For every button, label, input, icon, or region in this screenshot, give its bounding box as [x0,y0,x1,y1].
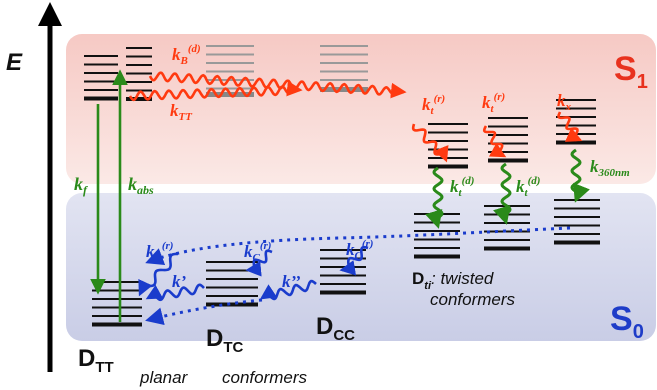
kTT-label: kTT [170,101,193,123]
faded-level-bar [320,87,368,92]
dti-label: Dti: twisted [412,269,494,292]
kC-r-arrow-2 [339,245,369,276]
blue-dotted-return-upper [145,226,571,266]
kt-r-label-2: kt(r) [482,91,505,115]
kB-d-wavy-arrow [148,71,407,99]
conformers-right-label: conformers [430,290,516,309]
k360-label: k360nm [590,157,630,179]
kx-arrow [557,111,583,142]
s0-stack-ti-1 [414,213,460,259]
kTT-wavy-arrow [128,80,303,102]
kC-r-arrow-1 [245,249,273,277]
kC-r-label-2: kC(r) [346,238,373,262]
energy-axis-arrowhead [38,2,62,26]
energy-axis-label: E [6,49,23,76]
kB-d-label: kB(d) [172,43,201,67]
s1-stack-faded-1 [206,45,254,90]
kt-d-label-1: kt(d) [450,175,474,199]
planar-label: planar [139,368,189,387]
kt-r-arrow-2 [482,125,507,158]
s0-stack-ti-2 [484,205,530,251]
kf-label: kf [74,174,88,197]
kdprime-arrow [259,279,317,301]
kC-r-label-1: kC(r) [244,240,271,264]
dcc-label: DCC [316,313,355,344]
kt-r-label-1: kt(r) [422,93,445,117]
blue-dotted-return-lower [145,298,263,326]
kprime-arrow [145,283,205,302]
s0-label: S0 [610,300,644,343]
kx-label: kx [557,91,572,113]
kabs-label: kabs [128,174,154,197]
kt-d-arrow-2 [493,162,512,225]
kB-r-arrow [138,252,179,297]
kt-d-arrow-1 [425,166,444,229]
s1-label: S1 [614,50,648,93]
kt-r-arrow-1 [411,123,449,163]
kdprime-label: k’’ [282,272,301,291]
kprime-label: k’ [172,272,187,291]
k360-arrow [570,148,590,203]
dtc-label: DTC [206,325,244,356]
dtt-label: DTT [78,345,114,376]
kB-r-label: kB(r) [146,240,173,264]
kt-d-label-2: kt(d) [516,175,540,199]
s0-stack-dcc [320,249,366,295]
conformers-bottom-label: conformers [222,368,308,387]
